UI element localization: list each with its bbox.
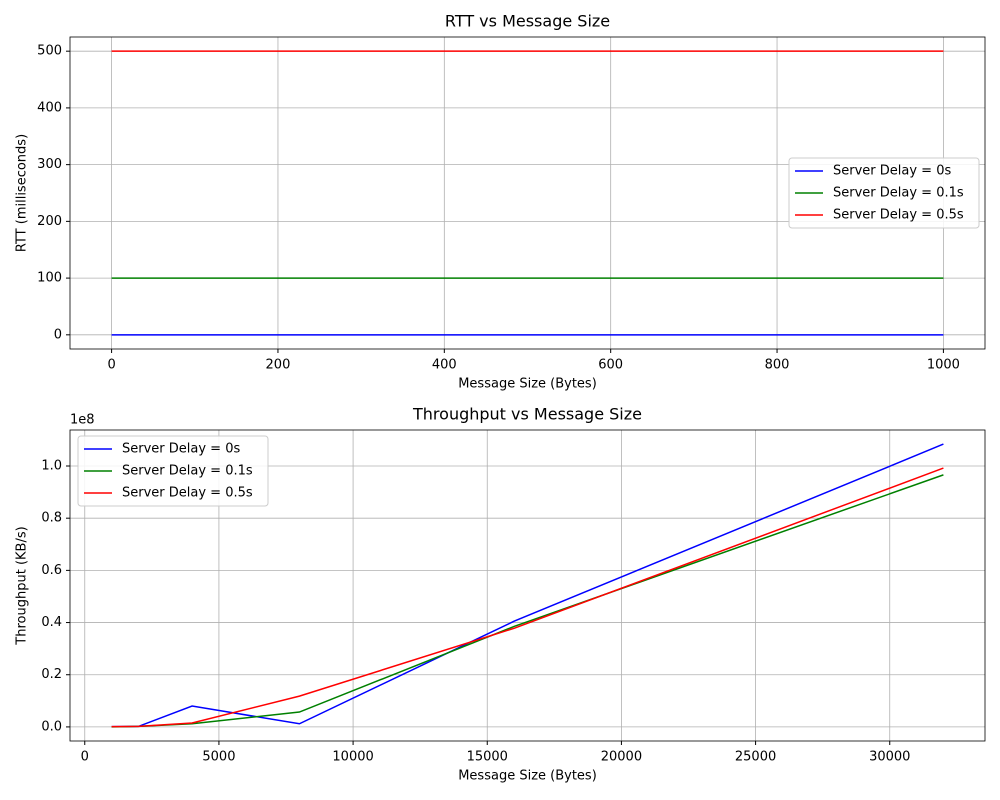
x-tick-label: 20000: [601, 750, 642, 765]
y-tick-label: 300: [37, 157, 62, 172]
y-tick-label: 0.8: [41, 511, 62, 526]
x-tick-label: 400: [432, 358, 457, 373]
plot-frame: [69, 429, 986, 742]
plot-frame: [69, 36, 986, 350]
x-tick-label: 15000: [467, 750, 508, 765]
line-series: [111, 474, 944, 728]
x-tick-label: 0: [81, 750, 89, 765]
y-tick-label: 0.6: [41, 563, 62, 578]
legend-label: Server Delay = 0s: [122, 442, 240, 457]
x-tick-label: 30000: [869, 750, 910, 765]
y-axis-label: RTT (milliseconds): [15, 134, 30, 252]
x-tick-label: 600: [598, 358, 623, 373]
line-series: [111, 467, 944, 728]
legend-box: [788, 157, 980, 229]
y-tick-label: 0.4: [41, 615, 62, 630]
legend-label: Server Delay = 0.1s: [833, 186, 964, 201]
y-tick-label: 400: [37, 100, 62, 115]
x-tick-label: 200: [266, 358, 291, 373]
legend-label: Server Delay = 0.5s: [122, 486, 253, 501]
legend-label: Server Delay = 0.1s: [122, 464, 253, 479]
y-axis-label: Throughput (KB/s): [15, 526, 30, 645]
y-tick-label: 200: [37, 214, 62, 229]
y-tick-label: 0: [54, 327, 62, 342]
legend-label: Server Delay = 0.5s: [833, 208, 964, 223]
x-tick-label: 1000: [927, 358, 960, 373]
chart-title: RTT vs Message Size: [445, 12, 610, 31]
y-tick-label: 1.0: [41, 459, 62, 474]
y-offset-label: 1e8: [70, 413, 95, 428]
x-axis-label: Message Size (Bytes): [458, 377, 597, 392]
x-tick-label: 0: [107, 358, 115, 373]
y-tick-label: 0.2: [41, 667, 62, 682]
y-tick-label: 100: [37, 271, 62, 286]
y-tick-label: 0.0: [41, 719, 62, 734]
x-tick-label: 800: [765, 358, 790, 373]
y-tick-label: 500: [37, 44, 62, 59]
legend-label: Server Delay = 0s: [833, 164, 951, 179]
x-tick-label: 5000: [202, 750, 235, 765]
chart-title: Throughput vs Message Size: [412, 405, 642, 424]
legend-box: [77, 435, 269, 507]
x-axis-label: Message Size (Bytes): [458, 769, 597, 784]
x-tick-label: 10000: [332, 750, 373, 765]
x-tick-label: 25000: [735, 750, 776, 765]
